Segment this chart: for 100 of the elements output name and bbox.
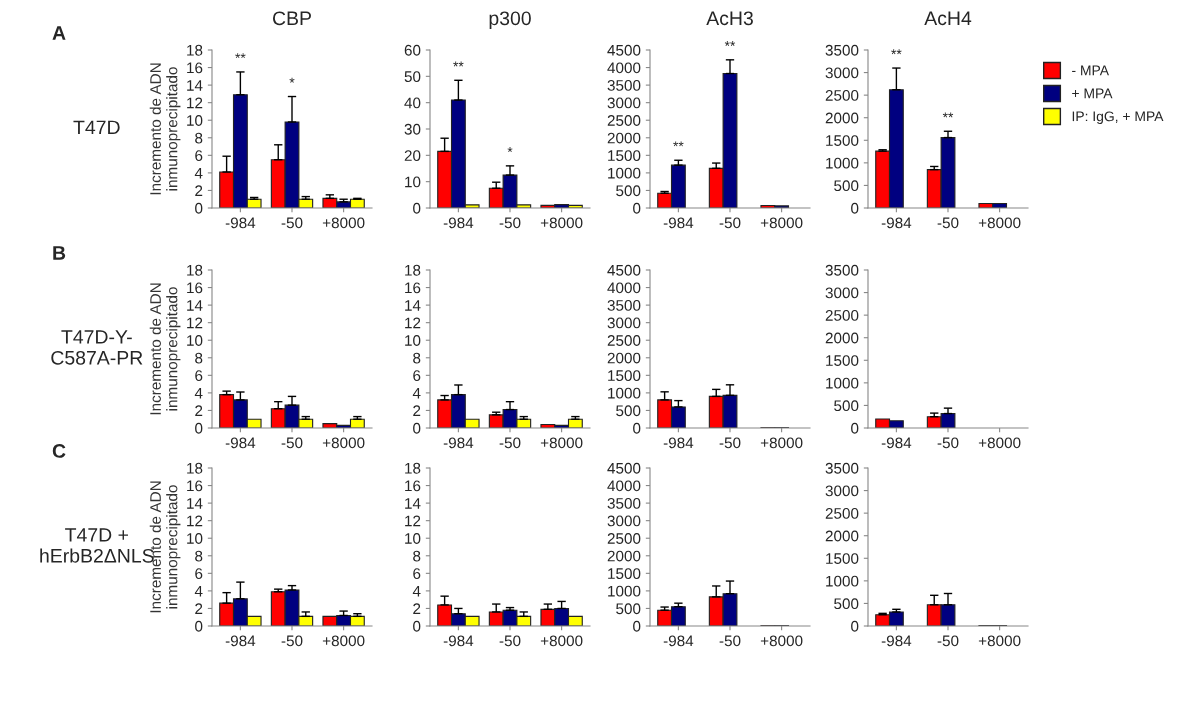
y-tick-label: 18 [187,264,203,276]
y-tick-label: 4500 [607,44,641,56]
x-tick-label: +8000 [540,217,583,229]
y-tick-label: 12 [405,317,421,329]
x-tick-label: -984 [881,437,912,449]
y-tick-label: 12 [187,97,203,109]
x-tick-label: +8000 [322,635,365,647]
x-tick-label: -50 [281,437,303,449]
y-tick-label: 1000 [608,167,641,179]
y-tick-label: 500 [834,180,859,192]
x-tick-label: -50 [499,635,521,647]
text: C [52,444,66,458]
y-tick-label: 0 [851,202,859,214]
text: T47D-Y- C587A-PR [51,330,143,365]
y-tick-label: 1500 [608,370,641,382]
y-tick-label: 2 [195,185,203,196]
y-tick-label: 2000 [607,352,641,364]
y-tick-label: 2000 [825,530,859,542]
chart-title: CBP [273,11,311,26]
y-axis-title: Incremento de ADN inmunoprecipitado [149,283,181,415]
y-tick-label: 2 [195,405,203,416]
x-tick-label: -50 [719,217,741,229]
y-tick-label: 2000 [825,112,859,124]
y-tick-label: 2500 [607,115,641,126]
x-tick-label: +8000 [978,437,1021,449]
y-tick-label: 500 [834,598,859,610]
y-tick-label: 16 [187,62,203,74]
y-tick-label: 1500 [608,150,641,162]
legend-label: + MPA [1072,88,1113,99]
y-tick-label: 4 [412,585,421,597]
y-tick-label: 8 [195,550,203,562]
x-tick-label: +8000 [322,437,365,449]
x-tick-label: -984 [881,635,912,647]
y-tick-label: 1000 [826,157,859,169]
x-tick-label: +8000 [760,217,803,229]
y-tick-label: 3000 [825,67,859,79]
legend-label: - MPA [1072,65,1110,76]
y-tick-label: 0 [633,620,641,632]
x-tick-label: -984 [663,217,694,229]
y-tick-label: 4000 [607,62,641,74]
y-tick-label: 3500 [825,264,859,276]
y-tick-label: 10 [405,176,421,188]
y-tick-label: 0 [195,620,203,632]
x-tick-label: -984 [443,635,474,647]
y-tick-label: 3000 [825,485,859,497]
y-tick-label: 1500 [826,355,859,366]
y-tick-label: 1500 [826,135,859,146]
x-tick-label: -50 [499,217,521,229]
y-tick-label: 0 [413,422,421,434]
y-tick-label: 0 [851,422,859,434]
y-tick-label: 16 [405,480,421,492]
y-tick-label: 0 [413,620,421,632]
x-tick-label: -984 [443,437,474,449]
y-tick-label: 1000 [826,575,859,587]
y-tick-label: 18 [187,44,203,56]
y-tick-label: 12 [187,515,203,527]
y-tick-label: 8 [413,352,421,364]
text: T47D [73,120,120,135]
y-tick-label: 4 [194,167,203,179]
y-tick-label: 12 [405,515,421,527]
y-tick-label: 18 [187,462,203,474]
y-tick-label: 4 [412,387,421,399]
y-tick-label: 4 [194,387,203,399]
y-tick-label: 18 [405,264,421,276]
x-tick-label: -50 [937,217,959,229]
y-tick-label: 4500 [607,264,641,276]
y-tick-label: 3500 [825,462,859,474]
y-tick-label: 0 [633,422,641,434]
x-tick-label: -984 [225,635,256,647]
y-tick-label: 1500 [826,553,859,564]
y-tick-label: 3500 [825,44,859,56]
x-tick-label: -984 [225,217,256,229]
y-tick-label: 8 [413,550,421,562]
x-tick-label: +8000 [978,217,1021,229]
y-tick-label: 2 [413,405,421,416]
y-tick-label: 2000 [825,332,859,344]
y-tick-label: 10 [187,533,203,544]
y-tick-label: 500 [616,603,641,615]
y-tick-label: 1000 [608,387,641,399]
y-tick-label: 2500 [607,533,641,544]
y-tick-label: 500 [616,405,641,417]
y-tick-label: 60 [404,44,421,56]
annotation: ** [453,61,464,67]
x-tick-label: -50 [281,635,303,647]
x-tick-label: +8000 [760,635,803,647]
y-tick-label: 3000 [607,317,641,329]
x-tick-label: +8000 [540,635,583,647]
y-tick-label: 10 [187,115,203,126]
y-tick-label: 3000 [607,97,641,109]
y-tick-label: 16 [405,282,421,294]
y-tick-label: 12 [187,317,203,329]
text: B [53,246,66,260]
x-tick-label: -50 [937,437,959,449]
text: A [52,26,66,40]
y-tick-label: 3500 [607,299,641,311]
y-tick-label: 3000 [607,515,641,527]
x-tick-label: -50 [719,635,741,647]
annotation: ** [235,53,246,59]
x-tick-label: -50 [937,635,959,647]
y-tick-label: 14 [187,498,203,509]
